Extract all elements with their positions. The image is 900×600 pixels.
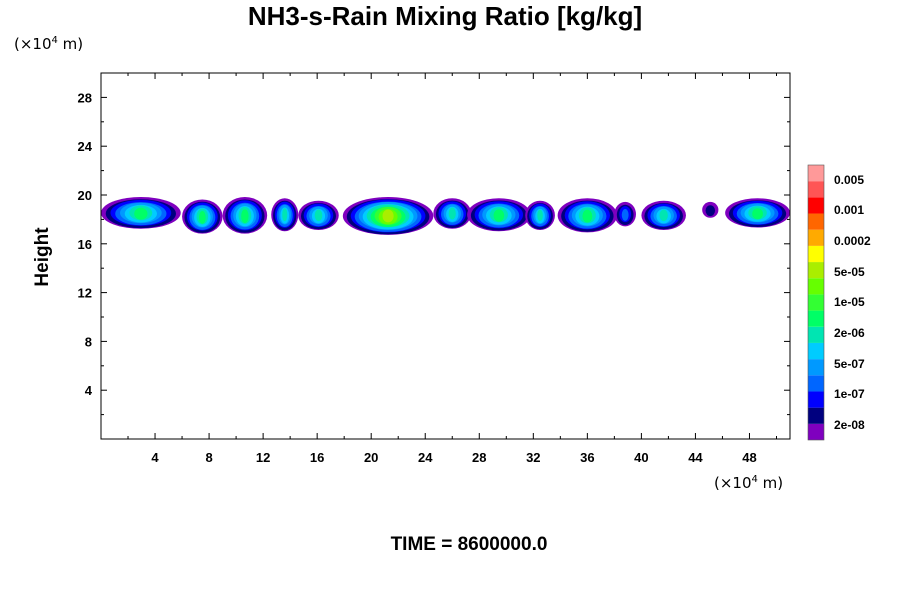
- y-tick-label: 4: [85, 383, 93, 398]
- y-tick-label: 20: [78, 188, 92, 203]
- plot-frame: [100, 72, 791, 440]
- colorbar-label: 5e-05: [834, 265, 865, 279]
- contour-layer: [101, 197, 790, 235]
- x-tick-label: 44: [688, 450, 703, 465]
- colorbar-swatch: [808, 326, 824, 343]
- time-label: TIME = 8600000.0: [391, 534, 548, 555]
- contour-level: [282, 208, 288, 222]
- contour-cell: [271, 198, 299, 232]
- colorbar-label: 0.005: [834, 173, 864, 187]
- colorbar: 0.005 0.001 0.0002 5e-05 1e-05 2e-06 5e-07 1e-0…: [807, 164, 871, 441]
- colorbar-swatch: [808, 197, 824, 214]
- colorbar-label: 2e-06: [834, 326, 865, 340]
- colorbar-label: 0.0002: [834, 234, 871, 248]
- y-axis-unit: (×104 m): [14, 35, 83, 53]
- colorbar-label: 0.001: [834, 203, 864, 217]
- x-tick-label: 48: [742, 450, 756, 465]
- x-tick-label: 12: [256, 450, 270, 465]
- x-tick-label: 40: [634, 450, 648, 465]
- y-axis: 4 8 12 16 20 24 28: [78, 90, 790, 416]
- contour-cell: [101, 197, 181, 229]
- contour-level: [314, 209, 323, 222]
- contour-level: [537, 209, 543, 222]
- contour-cell: [641, 200, 686, 230]
- y-tick-label: 24: [78, 139, 93, 154]
- contour-level: [198, 210, 206, 224]
- contour-cell: [342, 197, 434, 235]
- contour-level: [493, 209, 505, 222]
- colorbar-label: 2e-08: [834, 418, 865, 432]
- contour-cell: [725, 198, 790, 228]
- contour-cell: [222, 197, 268, 234]
- colorbar-swatch: [808, 391, 824, 408]
- y-tick-label: 16: [78, 237, 92, 252]
- contour-cell: [525, 200, 555, 230]
- y-tick-label: 12: [78, 286, 92, 301]
- contour-level: [134, 207, 148, 220]
- colorbar-swatch: [808, 165, 824, 182]
- colorbar-swatch: [808, 213, 824, 230]
- colorbar-label: 1e-05: [834, 295, 865, 309]
- x-tick-label: 36: [580, 450, 594, 465]
- contour-cell: [614, 201, 636, 227]
- colorbar-swatch: [808, 294, 824, 311]
- contour-cell: [467, 198, 531, 232]
- contour-cell: [298, 200, 339, 230]
- colorbar-swatch: [808, 342, 824, 360]
- colorbar-swatch: [808, 278, 824, 295]
- colorbar-frame: [807, 164, 825, 441]
- contour-level: [241, 209, 249, 224]
- y-tick-label: 28: [78, 90, 92, 105]
- x-tick-label: 28: [472, 450, 486, 465]
- x-axis-unit: (×104 m): [714, 474, 783, 492]
- contour-level: [752, 208, 763, 220]
- colorbar-label: 5e-07: [834, 357, 865, 371]
- x-axis: 4 8 12 16 20 24 28 32 36 40 44 48: [127, 73, 777, 465]
- x-tick-label: 16: [310, 450, 324, 465]
- colorbar-swatch: [808, 359, 824, 376]
- x-tick-label: 8: [205, 450, 212, 465]
- contour-cell: [557, 198, 618, 233]
- contour-level: [382, 209, 394, 223]
- colorbar-swatch: [808, 375, 824, 392]
- colorbar-swatch: [808, 181, 824, 198]
- contour-cell: [182, 199, 223, 234]
- contour-level: [659, 209, 668, 222]
- x-tick-label: 24: [418, 450, 433, 465]
- colorbar-swatch: [808, 407, 824, 424]
- x-tick-label: 32: [526, 450, 540, 465]
- contour-level: [621, 208, 629, 221]
- contour-level: [582, 209, 593, 223]
- y-tick-label: 8: [85, 334, 92, 349]
- contour-level: [448, 207, 456, 220]
- colorbar-swatch: [808, 262, 824, 279]
- contour-level: [705, 205, 716, 217]
- colorbar-swatch: [808, 245, 824, 263]
- y-axis-label: Height: [32, 227, 53, 287]
- x-tick-label: 4: [151, 450, 159, 465]
- colorbar-swatch: [808, 310, 824, 327]
- colorbar-label: 1e-07: [834, 387, 865, 401]
- chart-title: NH3-s-Rain Mixing Ratio [kg/kg]: [248, 1, 642, 31]
- contour-cell: [702, 201, 719, 218]
- colorbar-swatch: [808, 423, 824, 440]
- colorbar-swatch: [808, 229, 824, 246]
- x-tick-label: 20: [364, 450, 378, 465]
- contour-cell: [433, 198, 472, 229]
